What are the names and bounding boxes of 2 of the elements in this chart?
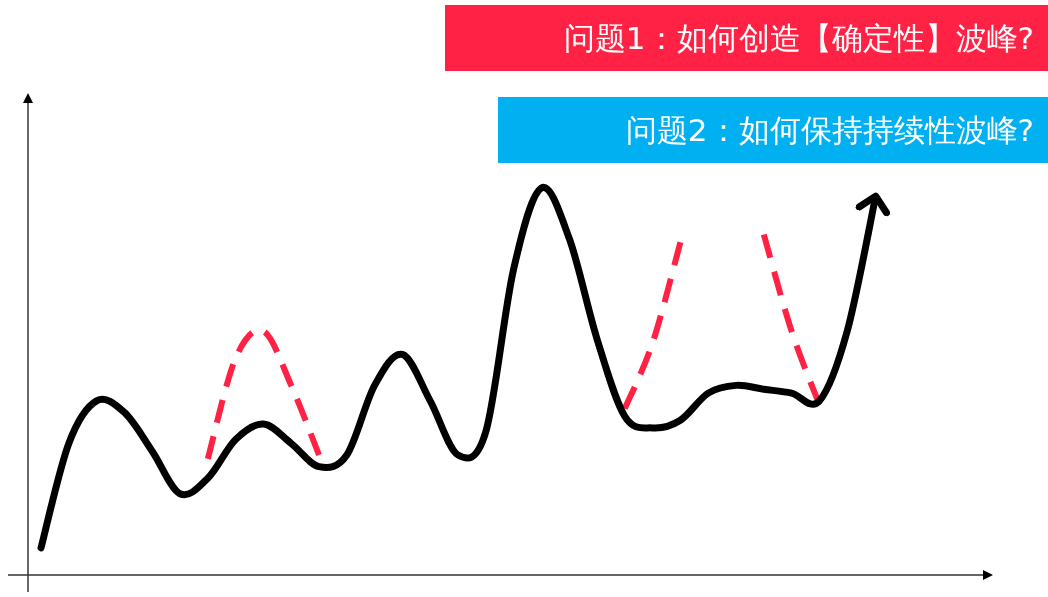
text: 问题1：如何创造【确定性】波峰?	[563, 20, 1034, 56]
text: 问题2：如何保持持续性波峰?	[625, 112, 1034, 148]
